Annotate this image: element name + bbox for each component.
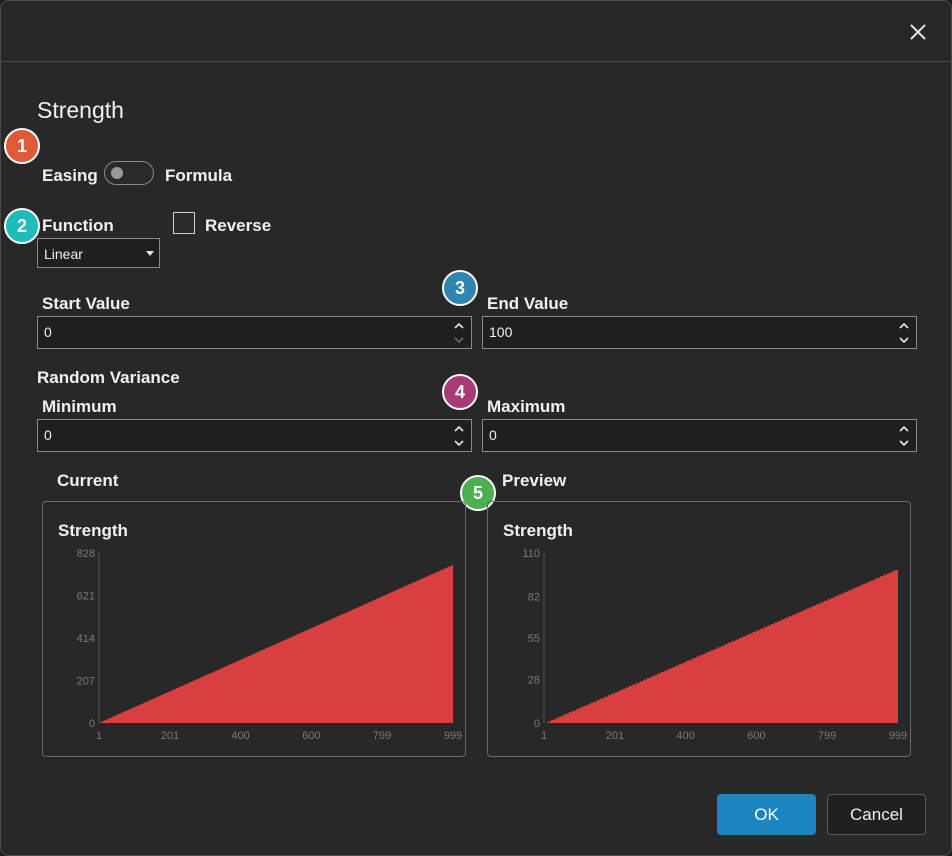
random-variance-label: Random Variance — [37, 368, 180, 387]
strength-area-series — [99, 564, 453, 723]
decrement-icon[interactable] — [453, 334, 465, 346]
y-tick-label: 110 — [522, 548, 540, 560]
reverse-label: Reverse — [205, 216, 272, 235]
start-value-field — [37, 316, 472, 349]
increment-icon[interactable] — [453, 423, 465, 435]
toggle-knob — [111, 167, 123, 179]
step-badge-2: 2 — [4, 208, 40, 244]
y-tick-label: 28 — [528, 675, 540, 687]
increment-icon[interactable] — [898, 423, 910, 435]
y-tick-label: 0 — [534, 718, 540, 730]
current-chart: Strength 0 207 414 621 828 1 201 400 600 799 999 — [42, 501, 466, 757]
x-tick-label: 999 — [889, 730, 907, 742]
y-tick-label: 55 — [528, 633, 540, 645]
x-tick-label: 600 — [747, 730, 765, 742]
increment-icon[interactable] — [898, 320, 910, 332]
maximum-label: Maximum — [487, 397, 566, 416]
minimum-input[interactable] — [44, 427, 404, 443]
preview-chart: Strength 0 28 55 82 110 1 201 400 600 799 999 — [487, 501, 911, 757]
y-tick-label: 621 — [77, 591, 95, 603]
x-tick-label: 1 — [96, 730, 102, 742]
end-value-field — [482, 316, 917, 349]
end-value-label: End Value — [487, 294, 569, 313]
decrement-icon[interactable] — [898, 437, 910, 449]
minimum-field — [37, 419, 472, 452]
x-tick-label: 201 — [161, 730, 179, 742]
step-badge-5: 5 — [460, 475, 496, 511]
reverse-checkbox[interactable] — [173, 212, 195, 234]
step-badge-1: 1 — [4, 128, 40, 164]
preview-chart-label: Preview — [502, 471, 567, 490]
ok-button[interactable]: OK — [717, 794, 816, 835]
x-tick-label: 999 — [444, 730, 462, 742]
chart-title: Strength — [503, 521, 573, 540]
x-tick-label: 400 — [676, 730, 694, 742]
x-tick-label: 600 — [302, 730, 320, 742]
x-tick-label: 799 — [818, 730, 836, 742]
dialog-titlebar — [1, 1, 951, 62]
preview-chart-svg: 0 28 55 82 110 1 201 400 600 799 999 — [522, 548, 907, 742]
dialog-title: Strength — [37, 97, 124, 123]
current-chart-svg: 0 207 414 621 828 1 201 400 600 799 999 — [77, 548, 463, 742]
function-select[interactable]: Linear — [37, 238, 160, 268]
y-tick-label: 82 — [528, 591, 540, 603]
x-tick-label: 400 — [231, 730, 249, 742]
formula-label: Formula — [165, 166, 233, 185]
increment-icon[interactable] — [453, 320, 465, 332]
decrement-icon[interactable] — [453, 437, 465, 449]
cancel-button[interactable]: Cancel — [827, 794, 926, 835]
function-select-value: Linear — [44, 246, 83, 262]
maximum-field — [482, 419, 917, 452]
end-value-input[interactable] — [489, 324, 849, 340]
x-tick-label: 799 — [373, 730, 391, 742]
close-icon[interactable] — [906, 20, 930, 44]
function-label: Function — [42, 216, 114, 235]
start-value-input[interactable] — [44, 324, 404, 340]
step-badge-4: 4 — [442, 374, 478, 410]
strength-area-series — [544, 568, 898, 723]
x-tick-label: 201 — [606, 730, 624, 742]
minimum-label: Minimum — [42, 397, 117, 416]
y-tick-label: 207 — [77, 676, 95, 688]
y-tick-label: 828 — [77, 548, 95, 560]
y-tick-label: 0 — [89, 718, 95, 730]
chart-title: Strength — [58, 521, 128, 540]
y-tick-label: 414 — [77, 633, 95, 645]
current-chart-label: Current — [57, 471, 119, 490]
x-tick-label: 1 — [541, 730, 547, 742]
maximum-input[interactable] — [489, 427, 849, 443]
step-badge-3: 3 — [442, 270, 478, 306]
decrement-icon[interactable] — [898, 334, 910, 346]
start-value-label: Start Value — [42, 294, 130, 313]
easing-label: Easing — [42, 166, 98, 185]
easing-formula-toggle[interactable] — [104, 161, 154, 185]
chevron-down-icon — [146, 251, 154, 256]
